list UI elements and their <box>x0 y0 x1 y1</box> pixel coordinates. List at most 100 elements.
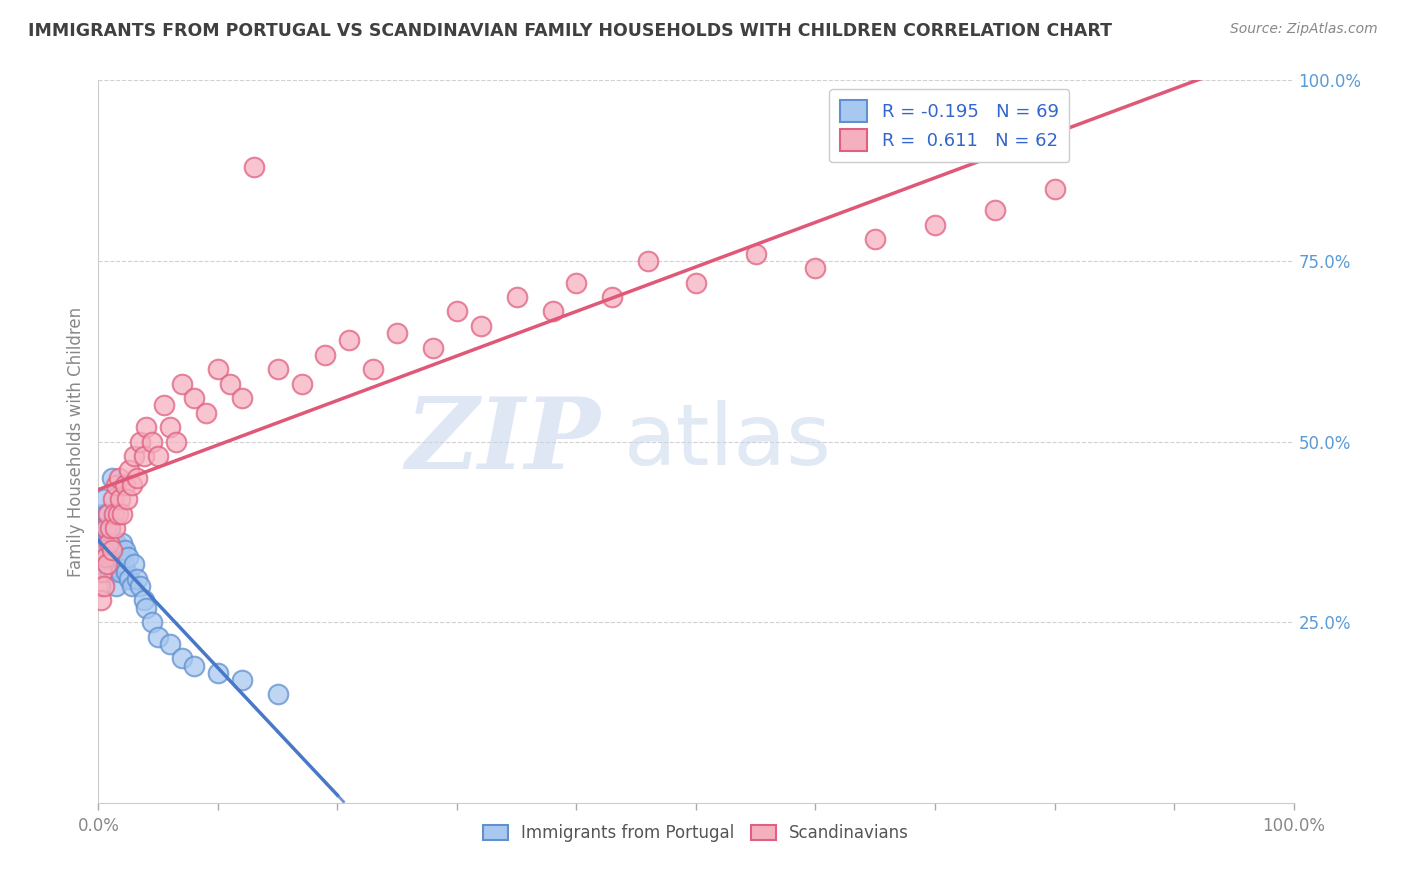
Point <box>89 565 111 579</box>
Point <box>207 362 229 376</box>
Point <box>98 521 122 535</box>
Point <box>98 535 121 549</box>
Point <box>118 463 141 477</box>
Point <box>93 558 115 572</box>
Point <box>90 521 112 535</box>
Point <box>105 579 128 593</box>
Point <box>111 535 134 549</box>
Point <box>104 550 127 565</box>
Point <box>565 276 588 290</box>
Point <box>94 542 117 557</box>
Point <box>98 521 122 535</box>
Point <box>141 615 163 630</box>
Point <box>125 470 148 484</box>
Point <box>121 579 143 593</box>
Point <box>98 542 122 557</box>
Point <box>745 246 768 260</box>
Point <box>107 507 129 521</box>
Point <box>865 232 887 246</box>
Point <box>94 565 117 579</box>
Text: ZIP: ZIP <box>405 393 600 490</box>
Point <box>91 535 114 549</box>
Point <box>90 542 112 557</box>
Point <box>114 478 136 492</box>
Point <box>91 521 114 535</box>
Point <box>115 492 138 507</box>
Point <box>98 558 121 572</box>
Point <box>98 565 122 579</box>
Point <box>91 542 114 557</box>
Point <box>93 535 115 549</box>
Point <box>89 535 111 549</box>
Text: IMMIGRANTS FROM PORTUGAL VS SCANDINAVIAN FAMILY HOUSEHOLDS WITH CHILDREN CORRELA: IMMIGRANTS FROM PORTUGAL VS SCANDINAVIAN… <box>28 22 1112 40</box>
Point <box>117 550 139 565</box>
Point <box>183 658 205 673</box>
Point <box>105 535 128 549</box>
Point <box>315 348 337 362</box>
Text: atlas: atlas <box>624 400 832 483</box>
Point <box>96 535 118 549</box>
Point <box>541 304 564 318</box>
Point <box>195 406 218 420</box>
Point <box>91 565 114 579</box>
Point <box>103 542 125 557</box>
Point <box>172 651 194 665</box>
Point <box>267 362 290 376</box>
Point <box>90 565 112 579</box>
Point <box>685 276 707 290</box>
Point <box>91 558 114 572</box>
Point <box>101 558 124 572</box>
Point <box>94 550 117 565</box>
Point <box>111 507 134 521</box>
Point <box>107 542 129 557</box>
Point <box>87 558 110 572</box>
Point <box>94 521 117 535</box>
Point <box>91 542 114 557</box>
Point <box>118 572 141 586</box>
Point <box>96 507 118 521</box>
Point <box>89 542 111 557</box>
Point <box>115 565 138 579</box>
Point <box>159 420 181 434</box>
Point <box>96 558 118 572</box>
Point <box>94 521 117 535</box>
Point <box>90 593 112 607</box>
Point <box>125 572 148 586</box>
Point <box>100 542 122 557</box>
Point <box>91 558 114 572</box>
Point <box>470 318 492 333</box>
Point <box>112 558 135 572</box>
Point <box>91 507 114 521</box>
Point <box>231 673 253 687</box>
Point <box>89 550 111 565</box>
Point <box>1043 182 1066 196</box>
Point <box>107 558 129 572</box>
Point <box>231 391 253 405</box>
Point <box>97 550 120 565</box>
Point <box>91 535 114 549</box>
Point <box>100 470 122 484</box>
Point <box>243 160 266 174</box>
Point <box>141 434 163 449</box>
Point <box>267 687 290 701</box>
Point <box>97 507 120 521</box>
Point <box>172 376 194 391</box>
Legend: Immigrants from Portugal, Scandinavians: Immigrants from Portugal, Scandinavians <box>477 817 915 848</box>
Point <box>100 550 122 565</box>
Point <box>129 434 152 449</box>
Point <box>105 478 128 492</box>
Point <box>291 376 314 391</box>
Point <box>129 579 152 593</box>
Point <box>132 449 155 463</box>
Point <box>924 218 946 232</box>
Point <box>91 542 114 557</box>
Point <box>363 362 385 376</box>
Point <box>165 434 187 449</box>
Point <box>110 550 132 565</box>
Point <box>135 420 157 434</box>
Point <box>124 449 146 463</box>
Point <box>124 558 146 572</box>
Point <box>219 376 242 391</box>
Point <box>121 478 143 492</box>
Point <box>98 535 121 549</box>
